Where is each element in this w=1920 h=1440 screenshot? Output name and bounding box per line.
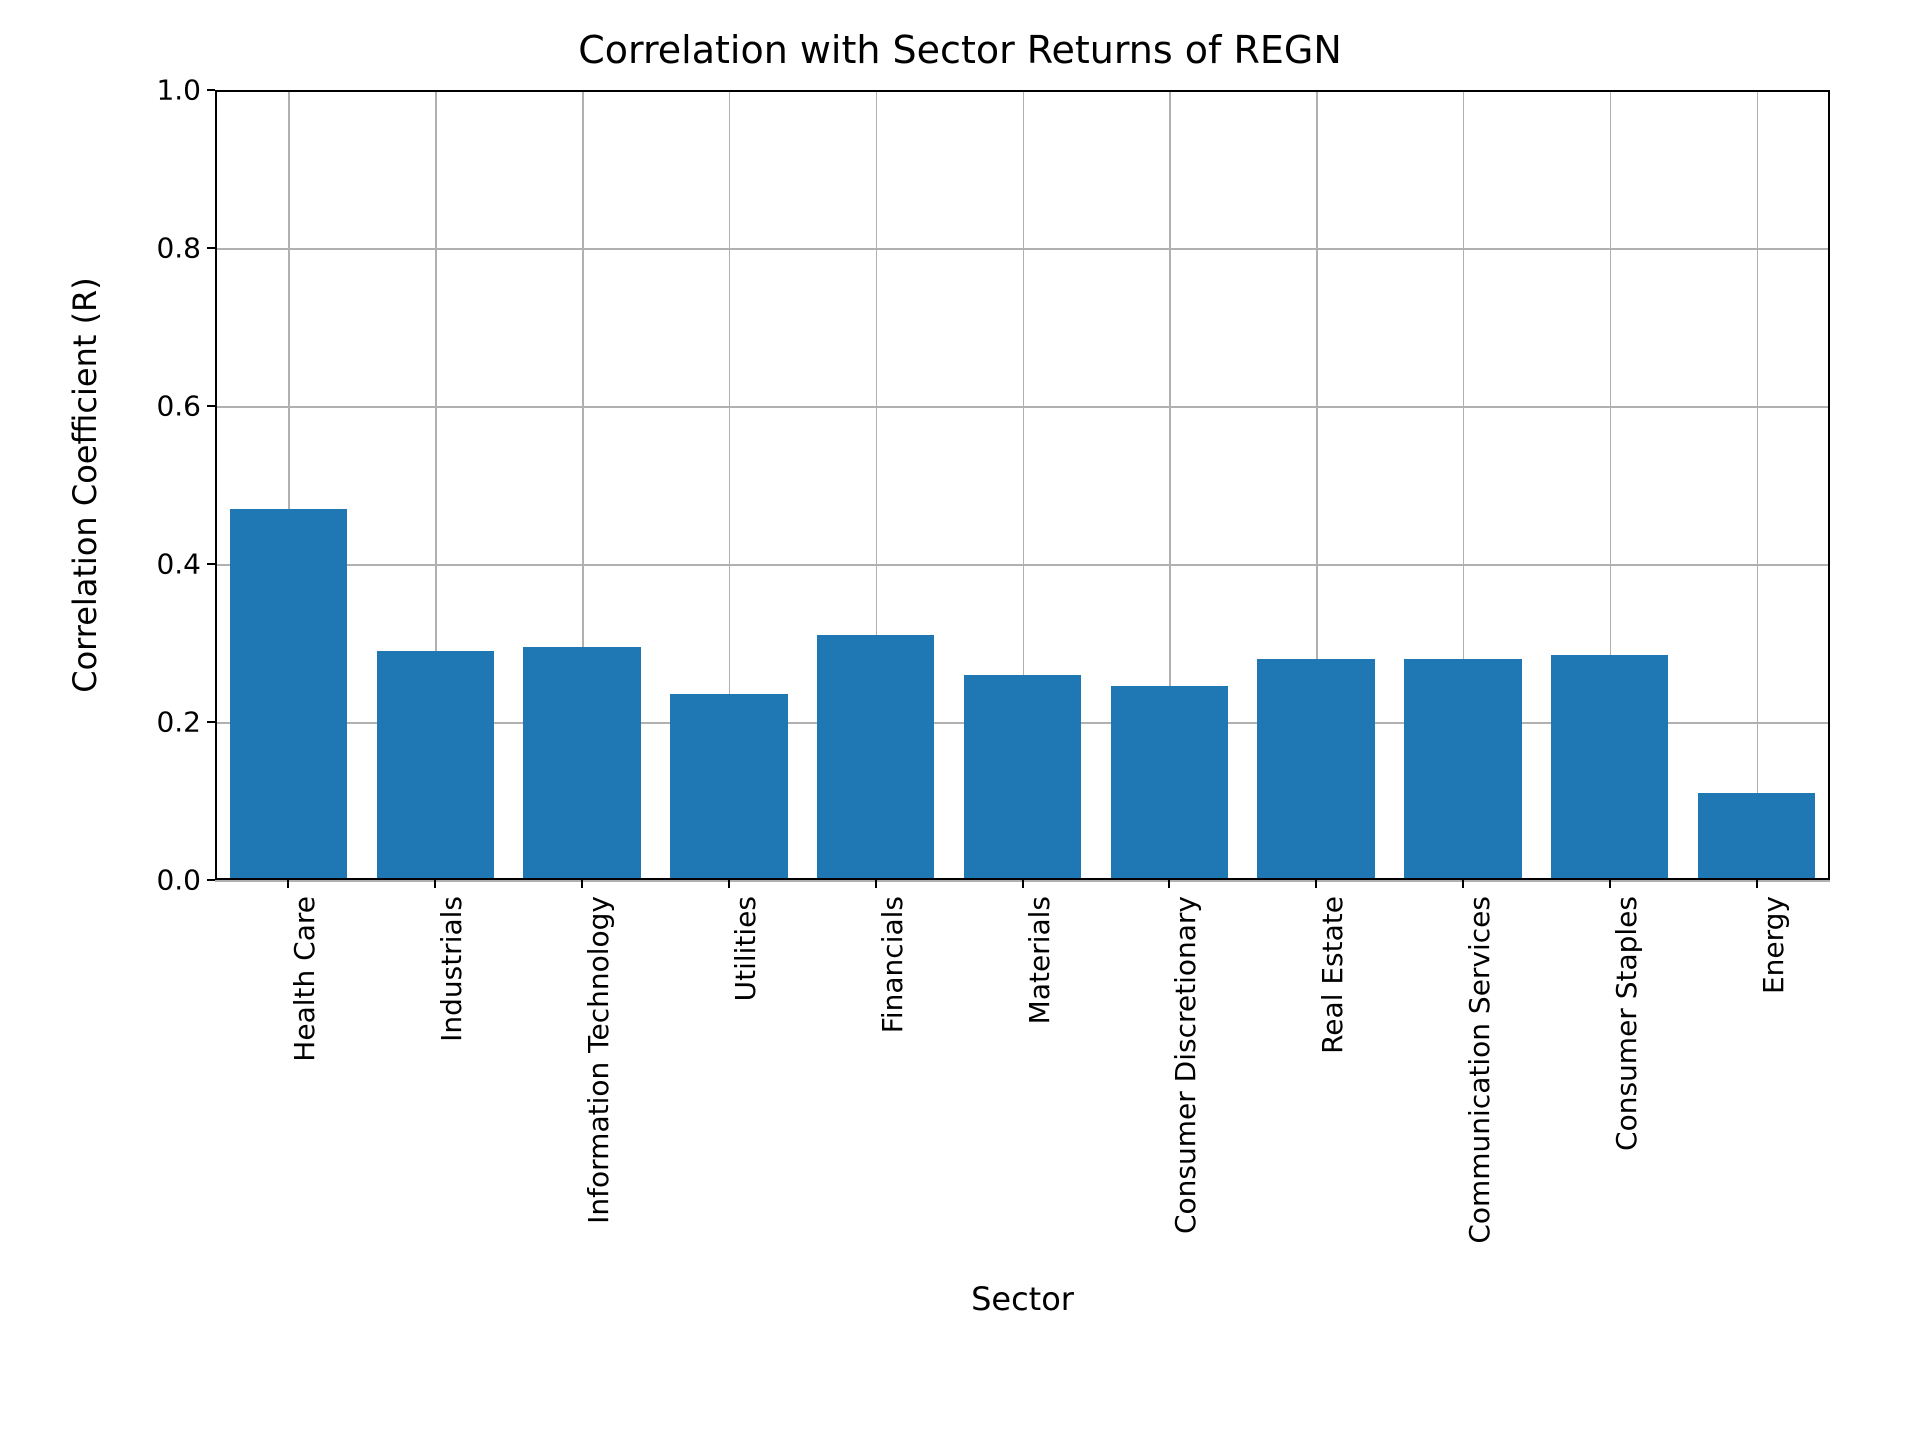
y-tick-mark <box>207 879 215 881</box>
x-tick-mark <box>287 880 289 888</box>
x-tick-mark <box>1756 880 1758 888</box>
bar <box>523 647 640 880</box>
y-tick-label: 0.8 <box>156 232 201 265</box>
bar <box>1404 659 1521 880</box>
x-tick-label: Materials <box>1023 896 1056 1024</box>
x-tick-mark <box>581 880 583 888</box>
x-tick-mark <box>434 880 436 888</box>
x-tick-label: Industrials <box>435 896 468 1042</box>
y-tick-label: 0.4 <box>156 548 201 581</box>
bar <box>230 509 347 880</box>
x-tick-label: Information Technology <box>582 896 615 1224</box>
x-tick-mark <box>728 880 730 888</box>
x-tick-mark <box>1022 880 1024 888</box>
bar <box>817 635 934 880</box>
y-tick-mark <box>207 563 215 565</box>
x-tick-label: Energy <box>1757 896 1790 994</box>
bar <box>1257 659 1374 880</box>
y-tick-mark <box>207 89 215 91</box>
y-tick-mark <box>207 721 215 723</box>
x-tick-label: Real Estate <box>1316 896 1349 1054</box>
bar <box>1551 655 1668 880</box>
x-axis-label: Sector <box>971 1280 1074 1318</box>
y-tick-label: 0.0 <box>156 864 201 897</box>
chart-title: Correlation with Sector Returns of REGN <box>0 28 1920 72</box>
y-axis-label: Correlation Coefficient (R) <box>66 277 104 693</box>
x-tick-mark <box>1609 880 1611 888</box>
bar <box>377 651 494 880</box>
x-tick-mark <box>1315 880 1317 888</box>
x-tick-label: Consumer Discretionary <box>1169 896 1202 1234</box>
gridline-vertical <box>1757 90 1759 880</box>
x-tick-label: Communication Services <box>1463 896 1496 1244</box>
figure: Correlation with Sector Returns of REGN … <box>0 0 1920 1440</box>
bar <box>1111 686 1228 880</box>
x-tick-label: Financials <box>876 896 909 1033</box>
bar <box>670 694 787 880</box>
bar <box>964 675 1081 880</box>
x-tick-label: Utilities <box>729 896 762 1001</box>
x-tick-label: Health Care <box>288 896 321 1062</box>
plot-area <box>215 90 1830 880</box>
x-tick-mark <box>1168 880 1170 888</box>
x-tick-label: Consumer Staples <box>1610 896 1643 1151</box>
x-tick-mark <box>1462 880 1464 888</box>
y-tick-label: 0.6 <box>156 390 201 423</box>
y-tick-label: 1.0 <box>156 74 201 107</box>
y-tick-mark <box>207 405 215 407</box>
y-tick-mark <box>207 247 215 249</box>
y-tick-label: 0.2 <box>156 706 201 739</box>
x-tick-mark <box>875 880 877 888</box>
bar <box>1698 793 1815 880</box>
